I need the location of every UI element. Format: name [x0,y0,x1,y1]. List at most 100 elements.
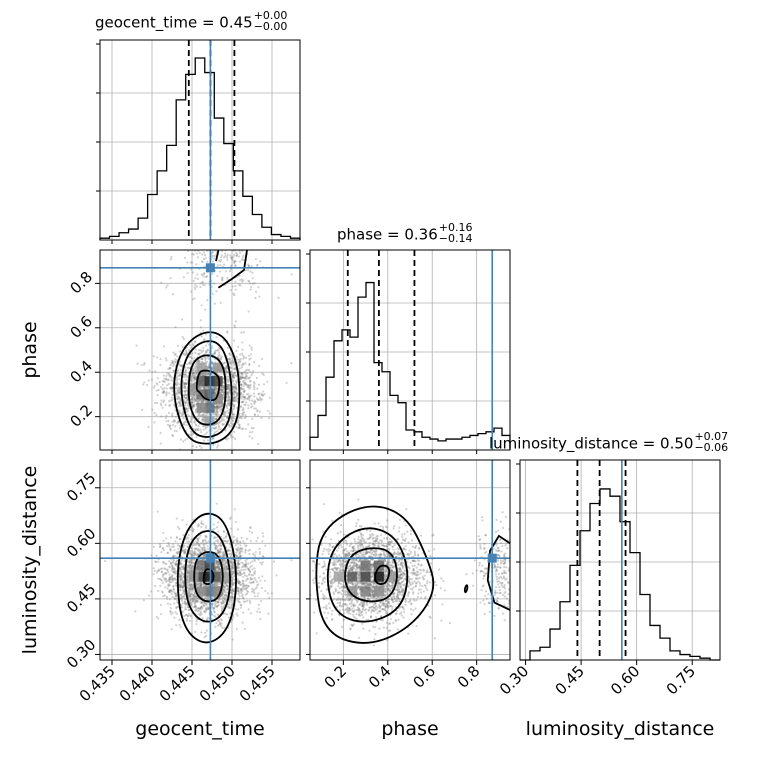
sample-point [178,391,181,394]
sample-point [199,583,202,586]
sample-point [170,628,173,631]
sample-point [249,357,252,360]
sample-point [213,351,216,354]
sample-point [200,602,203,605]
sample-point [185,577,188,581]
sample-point [191,298,194,301]
sample-point [187,565,191,568]
sample-point [162,577,166,580]
sample-point [145,383,149,387]
sample-point [216,430,219,433]
sample-point [220,547,223,551]
sample-point [186,614,190,618]
sample-point [173,570,176,573]
sample-point [226,387,229,391]
sample-point [205,373,208,376]
sample-point [251,437,254,440]
sample-point [218,354,221,357]
sample-point [234,383,237,387]
sample-point [204,308,207,311]
sample-point [226,415,229,418]
sample-point [169,561,172,564]
sample-point [236,546,240,549]
sample-point [261,561,264,564]
sample-point [221,389,224,392]
sample-point [188,581,191,584]
sample-point [215,426,218,429]
sample-point [245,393,248,396]
sample-point [176,369,179,373]
sample-point [231,541,235,544]
sample-point [238,423,241,426]
sample-point [194,348,197,351]
sample-point [197,548,200,551]
sample-point [224,559,227,562]
sample-point [189,598,192,601]
sample-point [215,566,218,569]
sample-point [184,550,187,553]
sample-point [226,393,230,396]
sample-point [231,385,234,388]
sample-point [189,585,193,588]
sample-point [200,613,203,616]
sample-point [190,374,194,377]
sample-point [230,591,233,594]
sample-point [196,553,200,556]
sample-point [201,400,204,403]
sample-point [195,600,198,603]
sample-point [169,536,173,539]
sample-point [254,578,257,582]
sample-point [182,584,186,587]
sample-point [199,349,203,352]
sample-point [159,431,162,435]
sample-point [165,391,168,394]
sample-point [253,595,256,598]
sample-point [181,336,184,339]
sample-point [226,385,229,388]
sample-point [185,396,188,400]
sample-point [212,443,215,446]
sample-point [216,538,219,542]
sample-point [192,561,195,564]
sample-point [207,386,210,389]
sample-point [216,565,219,568]
sample-point [204,611,207,614]
sample-point [211,603,214,606]
sample-point [199,385,203,388]
sample-point [243,371,246,374]
sample-point [201,616,204,620]
sample-point [232,385,235,388]
sample-point [253,576,256,580]
sample-point [179,568,182,571]
sample-point [175,398,179,401]
sample-point [203,610,206,613]
sample-point [183,588,186,591]
sample-point [259,260,262,263]
sample-point [216,349,219,352]
sample-point [193,592,196,595]
sample-point [243,571,246,574]
sample-point [223,554,226,557]
sample-point [169,547,172,551]
sample-point [214,390,217,393]
sample-point [178,585,181,588]
sample-point [238,594,241,597]
sample-point [241,401,244,404]
sample-point [225,561,229,565]
sample-point [227,423,231,426]
sample-point [194,399,197,402]
sample-point [191,252,194,256]
sample-point [203,549,207,552]
sample-point [258,392,261,395]
sample-point [169,577,172,580]
sample-point [191,398,194,401]
sample-point [236,567,239,570]
sample-point [159,358,162,361]
sample-point [215,539,218,542]
sample-point [175,594,178,597]
sample-point [244,587,247,590]
sample-point [224,565,228,568]
sample-point [168,426,171,429]
sample-point [193,421,197,424]
sample-point [214,388,217,391]
